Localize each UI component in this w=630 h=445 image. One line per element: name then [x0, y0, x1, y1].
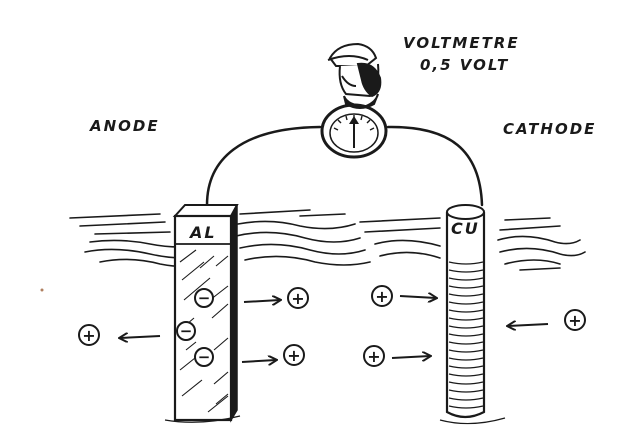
electron-sign: − [180, 322, 193, 340]
arrow-right [241, 360, 276, 362]
arrow-left [120, 336, 161, 338]
cation-sign: + [287, 346, 300, 365]
arrow-right [391, 356, 430, 358]
voltage-label: 0,5 VOLT [420, 56, 509, 74]
copper-label: CU [451, 219, 480, 238]
cation-sign: + [291, 289, 304, 308]
arrows [120, 296, 549, 362]
circuit-wire [205, 125, 484, 207]
cation-sign: + [82, 326, 95, 345]
cation-sign: + [367, 347, 380, 366]
speck [40, 288, 44, 292]
gauge-icon [320, 103, 388, 159]
anode-label: ANODE [89, 117, 160, 135]
electron-sign: − [198, 348, 211, 366]
voltmeter-label: VOLTMETRE [403, 34, 520, 52]
ion-circles [78, 285, 586, 367]
cation-sign: + [568, 311, 581, 330]
arrow-right [399, 296, 436, 298]
arrow-left [508, 324, 549, 326]
cathode-label: CATHODE [503, 120, 596, 138]
aluminium-label: AL [188, 223, 217, 242]
electrolyte-surface [69, 209, 586, 271]
cathode-electrode [439, 204, 506, 425]
arrow-right [243, 300, 280, 302]
cation-sign: + [375, 287, 388, 306]
person-head-icon [327, 42, 382, 109]
electron-sign: − [198, 289, 211, 307]
anode-electrode [164, 204, 241, 423]
